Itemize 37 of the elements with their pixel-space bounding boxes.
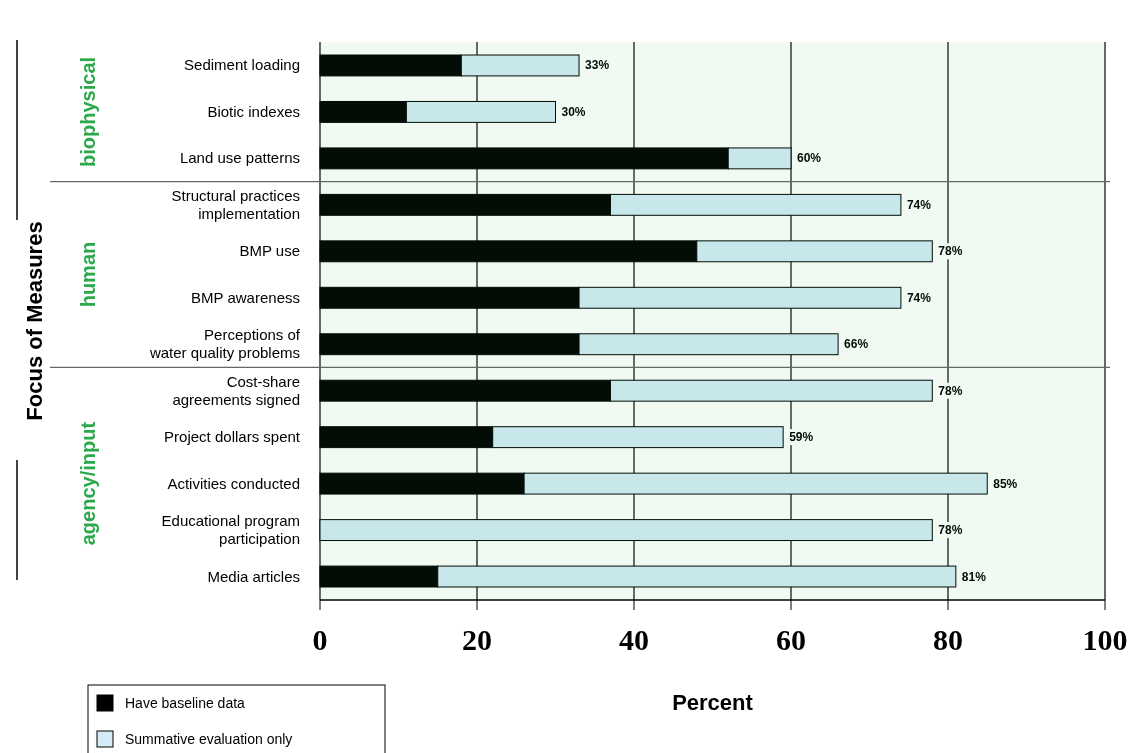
y-tick-label: Activities conducted — [167, 474, 300, 492]
x-tick-label: 80 — [933, 623, 963, 656]
total-label: 66% — [844, 337, 869, 352]
y-tick-label: Project dollars spent — [164, 428, 301, 446]
y-axis-title: Focus of Measures — [22, 221, 47, 421]
x-axis-title: Percent — [672, 690, 754, 715]
total-label: 81% — [961, 569, 987, 584]
legend-label: Summative evaluation only — [125, 731, 293, 747]
y-tick-label: Land use patterns — [179, 149, 300, 167]
x-tick-label: 100 — [1082, 623, 1128, 656]
y-tick-label: Perceptions of water quality problems — [148, 326, 301, 362]
y-tick-label: BMP use — [239, 242, 300, 260]
y-tick-label: Educational program participation — [161, 512, 300, 548]
total-label: 59% — [789, 430, 814, 445]
x-tick-label: 60 — [776, 623, 806, 656]
total-label: 78% — [938, 244, 963, 259]
total-label: 85% — [993, 476, 1018, 491]
y-tick-label: Sediment loading — [184, 56, 300, 74]
total-label: 78% — [938, 523, 963, 538]
x-tick-label: 0 — [312, 623, 328, 656]
y-tick-label: BMP awareness — [191, 288, 300, 306]
band-label: biophysical — [77, 56, 99, 167]
x-tick-label: 20 — [462, 623, 492, 656]
band-label: agency/input — [77, 421, 99, 546]
y-tick-label: Cost-share agreements signed — [172, 372, 300, 408]
total-label: 30% — [561, 104, 586, 119]
total-label: 78% — [938, 383, 963, 398]
band-label: human — [77, 241, 99, 308]
total-label: 74% — [906, 197, 932, 212]
y-tick-label: Biotic indexes — [207, 102, 300, 120]
x-tick-label: 40 — [619, 623, 649, 656]
total-label: 74% — [906, 290, 932, 305]
y-tick-label: Media articles — [207, 567, 300, 585]
legend-label: Have baseline data — [125, 695, 246, 711]
y-tick-label: Structural practices implementation — [171, 186, 300, 222]
total-label: 33% — [585, 58, 610, 73]
total-label: 60% — [797, 151, 822, 166]
